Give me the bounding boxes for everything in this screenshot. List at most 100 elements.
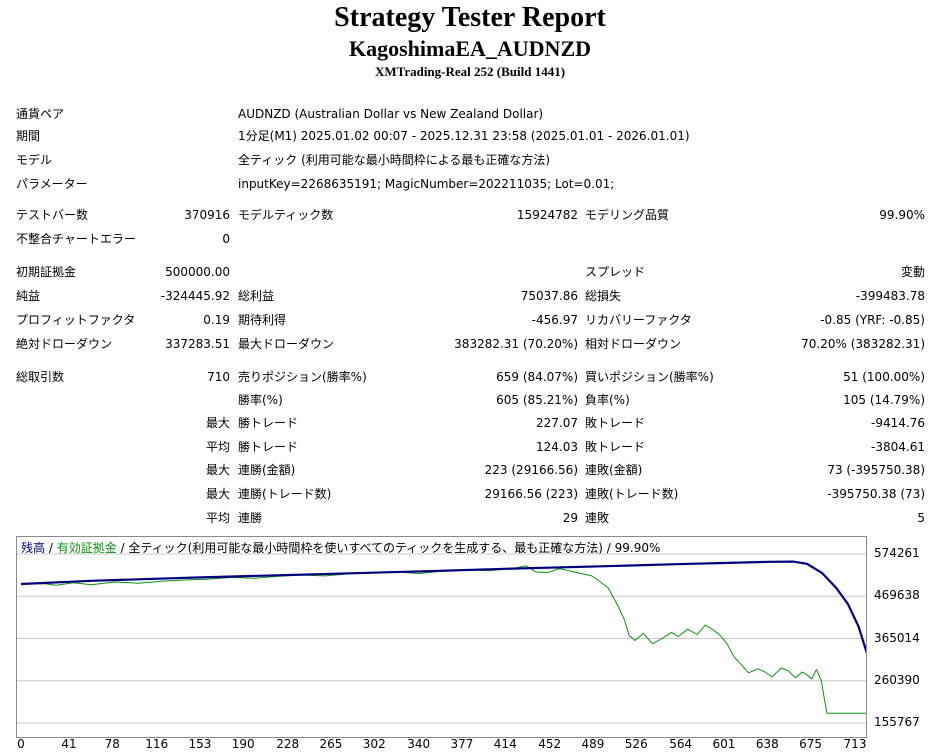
x-tick-label: 564 <box>669 737 693 751</box>
period-value: 1分足(M1) 2025.01.02 00:07 - 2025.12.31 23… <box>238 129 690 143</box>
x-tick-label: 713 <box>843 737 867 751</box>
abs-dd-label: 絶対ドローダウン <box>16 337 113 351</box>
y-tick-label: 260390 <box>874 672 920 687</box>
x-tick-label: 526 <box>624 737 648 751</box>
trades-label: 総取引数 <box>16 370 65 384</box>
legend-model: 全ティック(利用可能な最小時間枠を使いすべてのティックを生成する、最も正確な方法… <box>128 541 603 555</box>
x-tick-label: 675 <box>799 737 822 751</box>
avg-win-value: 124.03 <box>536 440 578 454</box>
ticks-label: モデルティック数 <box>238 208 334 222</box>
consec-loss-cnt-label: 連敗(トレード数) <box>585 487 679 501</box>
x-tick-label: 0 <box>17 737 25 751</box>
avg-prefix: 平均 <box>205 440 230 454</box>
long-value: 51 (100.00%) <box>843 370 925 384</box>
max-win-label: 勝トレード <box>238 416 299 430</box>
quality-label: モデリング品質 <box>585 208 670 222</box>
bars-value: 370916 <box>184 208 230 222</box>
x-tick-label: 414 <box>493 737 517 751</box>
x-tick-label: 228 <box>276 737 300 751</box>
avg-prefix-2: 平均 <box>205 511 230 525</box>
avg-loss-label: 敗トレード <box>585 440 646 454</box>
x-tick-label: 377 <box>450 737 474 751</box>
x-tick-label: 340 <box>407 737 431 751</box>
chart-legend: 残高 / 有効証拠金 / 全ティック(利用可能な最小時間枠を使いすべてのティック… <box>21 539 660 556</box>
max-prefix-3: 最大 <box>205 487 230 501</box>
avg-consec-loss-value: 5 <box>917 511 925 525</box>
recovery-value: -0.85 (YRF: -0.85) <box>820 313 925 327</box>
ea-name: KagoshimaEA_AUDNZD <box>348 36 592 61</box>
x-tick-label: 601 <box>712 737 736 751</box>
consec-loss-amt-label: 連敗(金額) <box>585 463 643 477</box>
consec-win-cnt-label: 連勝(トレード数) <box>238 487 332 501</box>
consec-win-amt-value: 223 (29166.56) <box>484 463 578 477</box>
balance-series-line <box>20 560 866 654</box>
gross-loss-value: -399483.78 <box>855 289 925 303</box>
bars-label: テストバー数 <box>16 208 89 222</box>
expected-label: 期待利得 <box>238 313 287 327</box>
server-name: XMTrading-Real 252 (Build 1441) <box>374 64 566 79</box>
win-rate-value: 605 (85.21%) <box>496 393 578 407</box>
gross-profit-label: 総利益 <box>238 289 275 303</box>
max-dd-label: 最大ドローダウン <box>238 337 335 351</box>
net-label: 純益 <box>16 289 41 303</box>
mismatch-label: 不整合チャートエラー <box>16 232 136 246</box>
gross-loss-label: 総損失 <box>585 289 622 303</box>
legend-balance: 残高 <box>21 541 46 555</box>
x-tick-label: 116 <box>145 737 169 751</box>
spread-value: 変動 <box>900 265 925 279</box>
avg-win-label: 勝トレード <box>238 440 299 454</box>
pf-value: 0.19 <box>203 313 230 327</box>
pf-label: プロフィットファクタ <box>16 313 136 327</box>
chart-plot <box>17 553 866 724</box>
rel-dd-value: 70.20% (383282.31) <box>801 337 925 351</box>
x-tick-label: 153 <box>188 737 212 751</box>
quality-value: 99.90% <box>879 208 925 222</box>
model-label: モデル <box>16 153 53 167</box>
trades-value: 710 <box>207 370 230 384</box>
mismatch-value: 0 <box>222 232 230 246</box>
x-tick-label: 78 <box>104 737 120 751</box>
model-value: 全ティック (利用可能な最小時間枠による最も正確な方法) <box>238 153 551 167</box>
max-prefix: 最大 <box>205 416 230 430</box>
legend-sep-1: / <box>45 541 57 555</box>
ticks-value: 15924782 <box>516 208 578 222</box>
equity-series-line <box>20 565 866 714</box>
legend-equity: 有効証拠金 <box>56 541 117 555</box>
rel-dd-label: 相対ドローダウン <box>585 337 682 351</box>
short-value: 659 (84.07%) <box>496 370 578 384</box>
avg-consec-win-label: 連勝 <box>238 511 263 525</box>
recovery-label: リカバリーファクタ <box>585 313 692 327</box>
x-tick-label: 489 <box>581 737 605 751</box>
expected-value: -456.97 <box>531 313 578 327</box>
consec-win-cnt-value: 29166.56 (223) <box>484 487 578 501</box>
net-value: -324445.92 <box>160 289 230 303</box>
x-tick-label: 41 <box>61 737 77 751</box>
avg-consec-win-value: 29 <box>562 511 578 525</box>
avg-loss-value: -3804.61 <box>871 440 925 454</box>
legend-sep-2: / <box>116 541 129 555</box>
x-tick-label: 265 <box>319 737 343 751</box>
consec-loss-cnt-value: -395750.38 (73) <box>827 487 925 501</box>
params-label: パラメーター <box>16 177 88 191</box>
max-loss-value: -9414.76 <box>871 416 925 430</box>
short-label: 売りポジション(勝率%) <box>238 370 367 384</box>
avg-consec-loss-label: 連敗 <box>585 511 610 525</box>
loss-rate-value: 105 (14.79%) <box>843 393 925 407</box>
x-tick-label: 190 <box>231 737 255 751</box>
balance-chart: 残高 / 有効証拠金 / 全ティック(利用可能な最小時間枠を使いすべてのティック… <box>16 536 867 738</box>
consec-win-amt-label: 連勝(金額) <box>238 463 296 477</box>
abs-dd-value: 337283.51 <box>165 337 230 351</box>
x-tick-label: 302 <box>362 737 386 751</box>
win-rate-label: 勝率(%) <box>238 393 283 407</box>
max-dd-value: 383282.31 (70.20%) <box>454 337 578 351</box>
gross-profit-value: 75037.86 <box>520 289 578 303</box>
symbol-value: AUDNZD (Australian Dollar vs New Zealand… <box>238 107 544 121</box>
period-label: 期間 <box>16 129 41 143</box>
loss-rate-label: 負率(%) <box>585 393 630 407</box>
legend-quality: 99.90% <box>614 541 661 555</box>
max-win-value: 227.07 <box>536 416 578 430</box>
y-tick-label: 574261 <box>874 546 920 560</box>
deposit-value: 500000.00 <box>165 265 230 279</box>
spread-label: スプレッド <box>585 265 646 279</box>
params-value: inputKey=2268635191; MagicNumber=2022110… <box>238 177 615 191</box>
